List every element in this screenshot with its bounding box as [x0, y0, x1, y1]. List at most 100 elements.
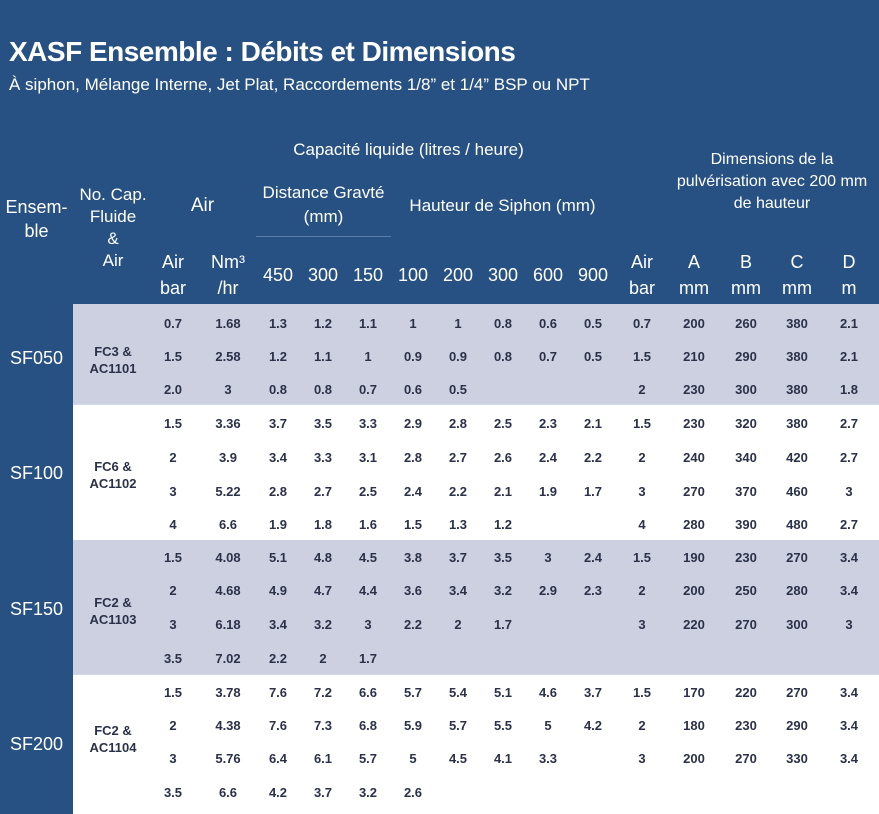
- column-header-9: 900: [568, 262, 618, 288]
- table-cell: 3: [544, 550, 552, 565]
- table-cell: 0.6: [538, 316, 558, 331]
- table-cell: 2.2: [268, 651, 288, 666]
- table-cell: 1.9: [268, 517, 288, 532]
- table-cell: 280: [786, 583, 808, 598]
- table-cell: 4.6: [538, 685, 558, 700]
- table-cell: 2: [169, 450, 177, 465]
- air-header: Air: [190, 195, 215, 216]
- table-cell: 460: [786, 484, 808, 499]
- gravity-header-line-1: Distance Gravté: [262, 183, 385, 202]
- table-cell: 3.8: [403, 550, 423, 565]
- table-cell: 6.6: [218, 785, 238, 800]
- table-cell: 3.6: [403, 583, 423, 598]
- column-header-line-1: Nm³: [211, 252, 245, 272]
- table-cell: 3.9: [218, 450, 238, 465]
- ensemble-label: SF200: [9, 734, 64, 754]
- table-cell: 0.9: [403, 349, 423, 364]
- column-header-line-1: A: [687, 252, 700, 272]
- table-cell: 290: [786, 718, 808, 733]
- table-row: 1.5 4.08 5.1 4.8 4.5 3.8 3.7 3.5 3 2.4 1.5 190 230 27…: [0, 548, 879, 568]
- table-cell: 1.3: [448, 517, 468, 532]
- column-header-1: Nm³/hr: [203, 249, 253, 301]
- table-cell: 2.4: [538, 450, 558, 465]
- table-cell: 3.1: [358, 450, 378, 465]
- table-cell: 0.8: [493, 316, 513, 331]
- group-band-sf150: [73, 540, 879, 674]
- table-cell: 290: [735, 349, 757, 364]
- table-cell: 270: [683, 484, 705, 499]
- table-cell: 200: [683, 583, 705, 598]
- table-cell: 2.2: [403, 617, 423, 632]
- column-header-line-2: bar: [159, 278, 186, 298]
- ensemble-label: SF100: [9, 463, 64, 483]
- column-header-line-2: /hr: [217, 278, 239, 298]
- table-cell: 3: [845, 484, 853, 499]
- table-cell: 5: [409, 751, 417, 766]
- table-cell: 230: [683, 382, 705, 397]
- column-header-line-1: 900: [577, 265, 609, 285]
- ensemble-label: SF050: [9, 348, 64, 368]
- dimensions-header-line-1: Dimensions de la: [710, 151, 834, 168]
- table-cell: 300: [786, 617, 808, 632]
- table-cell: 180: [683, 718, 705, 733]
- table-cell: 1.7: [493, 617, 513, 632]
- table-cell: 2.7: [839, 450, 859, 465]
- cap-label: FC3 & AC1101: [73, 343, 153, 377]
- ensemble-label: SF150: [9, 599, 64, 619]
- table-cell: 4.38: [215, 718, 241, 733]
- table-cell: 1.5: [163, 550, 183, 565]
- dimensions-header-line-2: pulvérisation avec 200 mm: [676, 173, 868, 190]
- group-band-sf200: [73, 674, 879, 814]
- cap-label: FC6 & AC1102: [73, 458, 153, 492]
- table-cell: 3: [638, 484, 646, 499]
- table-row: 2.0 3 0.8 0.8 0.7 0.6 0.5 2 230 300 380 1.8: [0, 380, 879, 400]
- group-band-sf100: [73, 404, 879, 540]
- table-cell: 2: [638, 450, 646, 465]
- table-cell: 2.3: [583, 583, 603, 598]
- table-cell: 190: [683, 550, 705, 565]
- table-cell: 4.4: [358, 583, 378, 598]
- table-cell: 3.7: [448, 550, 468, 565]
- cap-header-line-1: No. Cap.: [79, 185, 147, 204]
- table-cell: 0.7: [538, 349, 558, 364]
- table-cell: 5.9: [403, 718, 423, 733]
- table-cell: 3.4: [839, 550, 859, 565]
- ensemble-header-line-2: ble: [24, 221, 49, 241]
- table-cell: 6.18: [215, 617, 241, 632]
- table-cell: 0.8: [313, 382, 333, 397]
- table-cell: 4.2: [268, 785, 288, 800]
- table-cell: 380: [786, 416, 808, 431]
- table-row: 4 6.6 1.9 1.8 1.6 1.5 1.3 1.2 4 280 390 480 2.7: [0, 515, 879, 535]
- table-cell: 1: [364, 349, 372, 364]
- table-cell: 1.5: [632, 349, 652, 364]
- table-cell: 1.5: [632, 685, 652, 700]
- table-cell: 200: [683, 316, 705, 331]
- table-cell: 7.6: [268, 685, 288, 700]
- table-cell: 1.8: [839, 382, 859, 397]
- table-cell: 7.3: [313, 718, 333, 733]
- table-cell: 2: [169, 583, 177, 598]
- column-header-line-1: 300: [487, 265, 519, 285]
- table-cell: 3: [845, 617, 853, 632]
- table-cell: 4: [169, 517, 177, 532]
- table-cell: 3.4: [268, 617, 288, 632]
- table-cell: 2.58: [215, 349, 241, 364]
- table-cell: 1.5: [403, 517, 423, 532]
- column-header-5: 100: [388, 262, 438, 288]
- table-cell: 4.8: [313, 550, 333, 565]
- table-row: 1.5 3.36 3.7 3.5 3.3 2.9 2.8 2.5 2.3 2.1 1.5 230 320…: [0, 414, 879, 434]
- table-cell: 300: [735, 382, 757, 397]
- table-cell: 2.7: [839, 416, 859, 431]
- table-cell: 170: [683, 685, 705, 700]
- table-cell: 230: [735, 718, 757, 733]
- table-cell: 2: [454, 617, 462, 632]
- table-cell: 5.4: [448, 685, 468, 700]
- table-cell: 210: [683, 349, 705, 364]
- table-row: 3 5.76 6.4 6.1 5.7 5 4.5 4.1 3.3 3 200 270 330 3.4: [0, 749, 879, 769]
- table-cell: 4.7: [313, 583, 333, 598]
- table-cell: 6.4: [268, 751, 288, 766]
- table-cell: 0.8: [268, 382, 288, 397]
